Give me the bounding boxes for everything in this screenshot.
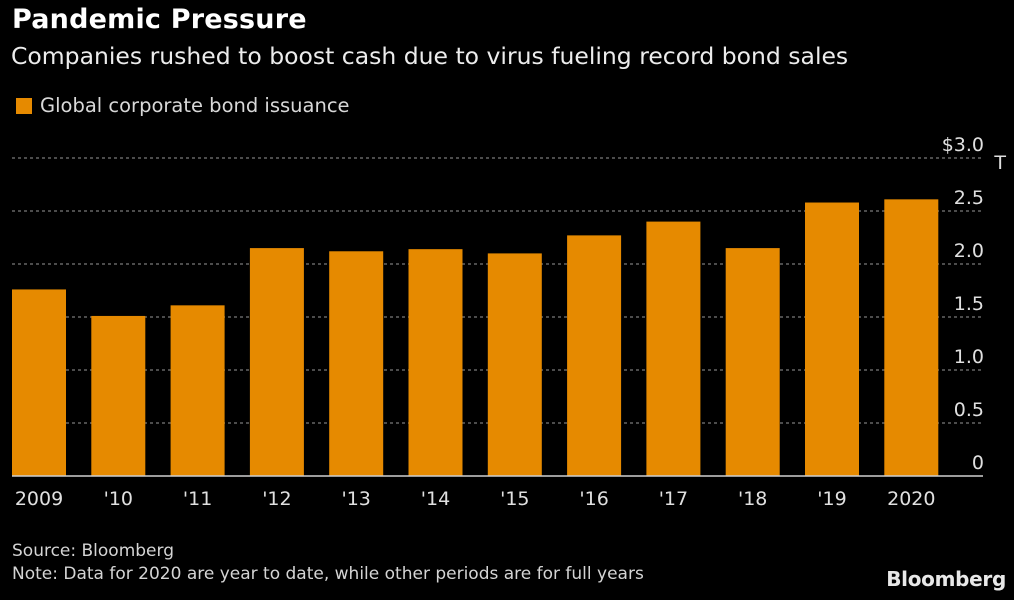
- x-tick-label: '15: [500, 488, 529, 510]
- source-text: Source: Bloomberg: [12, 541, 174, 561]
- x-tick-label: '19: [817, 488, 846, 510]
- x-tick-label: 2020: [887, 488, 935, 510]
- bar: [170, 305, 225, 476]
- bar: [249, 248, 304, 476]
- note-text: Note: Data for 2020 are year to date, wh…: [12, 564, 644, 584]
- y-tick-label: 1.5: [954, 293, 984, 315]
- x-tick-label: 2009: [15, 488, 63, 510]
- bar: [646, 221, 701, 476]
- bar: [408, 249, 463, 476]
- y-tick-label: 2.5: [954, 187, 984, 209]
- bloomberg-logo: Bloomberg: [886, 567, 1006, 591]
- y-axis-ticks: 0 0.5 1.0 1.5 2.0 2.5 $3.0: [942, 134, 984, 474]
- bars: [12, 199, 939, 476]
- legend-label: Global corporate bond issuance: [40, 94, 350, 117]
- legend: Global corporate bond issuance: [16, 94, 350, 117]
- x-axis-ticks: 2009 '10 '11 '12 '13 '14 '15 '16 '17 '18 '19 2020: [15, 488, 936, 510]
- x-tick-label: '14: [421, 488, 450, 510]
- y-tick-label: 0: [972, 452, 984, 474]
- y-tick-label: $3.0: [942, 134, 984, 156]
- bar: [329, 251, 384, 476]
- footer-notes: Source: Bloomberg Note: Data for 2020 ar…: [12, 540, 644, 586]
- bar: [12, 289, 66, 476]
- x-tick-label: '11: [183, 488, 212, 510]
- y-tick-label: 0.5: [954, 399, 984, 421]
- x-tick-label: '16: [579, 488, 608, 510]
- bar: [91, 315, 146, 476]
- chart-subtitle: Companies rushed to boost cash due to vi…: [11, 42, 849, 70]
- y-tick-label: 2.0: [954, 240, 984, 262]
- y-axis-unit: T: [994, 152, 1006, 174]
- x-tick-label: '18: [738, 488, 767, 510]
- legend-swatch: [16, 97, 32, 114]
- bar: [805, 202, 859, 476]
- x-tick-label: '10: [104, 488, 133, 510]
- x-tick-label: '12: [262, 488, 291, 510]
- y-tick-label: 1.0: [954, 346, 984, 368]
- bar: [884, 199, 939, 476]
- chart-title: Pandemic Pressure: [12, 4, 307, 35]
- bar: [725, 248, 780, 476]
- x-tick-label: '13: [341, 488, 370, 510]
- x-tick-label: '17: [659, 488, 688, 510]
- bar: [567, 235, 622, 476]
- bar: [487, 253, 542, 476]
